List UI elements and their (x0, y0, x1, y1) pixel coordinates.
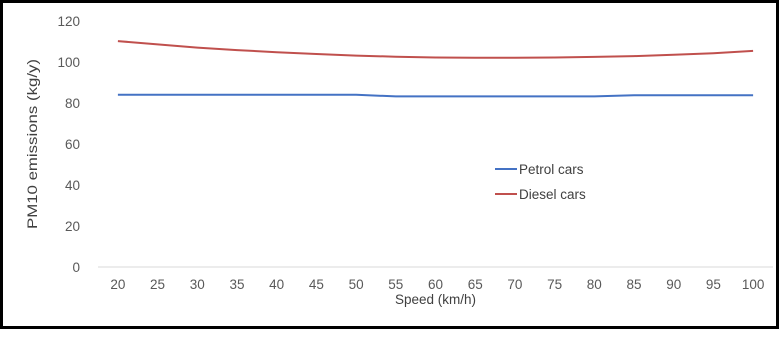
x-tick-label: 45 (309, 277, 324, 292)
legend-label-diesel-cars: Diesel cars (519, 187, 586, 202)
y-tick-label: 60 (65, 137, 80, 152)
x-tick-label: 80 (587, 277, 602, 292)
legend: Petrol cars Diesel cars (495, 162, 586, 202)
x-axis-ticks: 20 25 30 35 40 45 50 55 60 65 70 75 80 85 90 95 100 (110, 277, 764, 292)
x-tick-label: 70 (507, 277, 522, 292)
y-tick-label: 80 (65, 96, 80, 111)
y-tick-label: 20 (65, 219, 80, 234)
y-tick-label: 0 (72, 260, 80, 275)
y-tick-label: 100 (57, 55, 80, 70)
series-line-diesel-cars (117, 40, 754, 59)
x-tick-label: 30 (190, 277, 205, 292)
series-line-petrol-cars (117, 93, 754, 98)
x-tick-label: 20 (110, 277, 125, 292)
x-tick-label: 50 (349, 277, 364, 292)
y-axis-title: PM10 emissions (kg/y) (25, 59, 40, 229)
x-tick-label: 35 (229, 277, 244, 292)
legend-label-petrol-cars: Petrol cars (519, 162, 584, 177)
x-tick-label: 95 (706, 277, 721, 292)
x-tick-label: 85 (627, 277, 642, 292)
x-tick-label: 40 (269, 277, 284, 292)
x-tick-label: 75 (547, 277, 562, 292)
y-tick-label: 40 (65, 178, 80, 193)
x-tick-label: 55 (388, 277, 403, 292)
x-tick-label: 25 (150, 277, 165, 292)
x-tick-label: 60 (428, 277, 443, 292)
series-lines (117, 40, 754, 98)
x-tick-label: 100 (742, 277, 765, 292)
x-tick-label: 65 (468, 277, 483, 292)
y-tick-label: 120 (57, 14, 80, 29)
x-tick-label: 90 (666, 277, 681, 292)
y-axis-ticks: 0 20 40 60 80 100 120 (57, 14, 80, 275)
x-axis-title: Speed (km/h) (395, 292, 476, 307)
